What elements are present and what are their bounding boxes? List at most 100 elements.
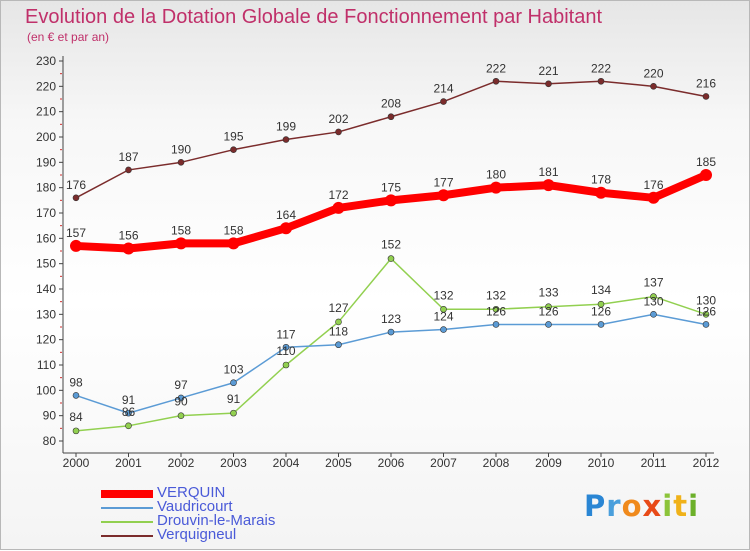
x-tick-label: 2007 <box>430 456 457 470</box>
legend-swatch <box>101 507 153 509</box>
data-point <box>597 321 605 328</box>
data-label: 222 <box>486 61 506 75</box>
data-label: 91 <box>122 393 136 407</box>
legend-label: Drouvin-le-Marais <box>157 512 276 529</box>
x-tick-label: 2008 <box>483 456 510 470</box>
y-tick-label: 150 <box>36 257 56 271</box>
data-point <box>335 318 342 326</box>
data-point <box>490 181 502 194</box>
data-label: 176 <box>66 178 86 192</box>
data-label: 158 <box>171 223 191 237</box>
data-label: 132 <box>433 288 453 302</box>
data-point <box>335 128 342 136</box>
data-point <box>125 166 132 174</box>
legend-label: Verquigneul <box>157 526 237 543</box>
legend-swatch <box>101 490 153 498</box>
data-label: 132 <box>486 288 506 302</box>
data-point <box>492 77 500 85</box>
data-point <box>387 328 395 336</box>
data-label: 180 <box>486 168 506 182</box>
data-point <box>440 98 447 105</box>
data-point <box>387 255 395 262</box>
data-point <box>230 146 237 153</box>
data-label: 134 <box>591 283 611 297</box>
data-point <box>72 194 80 202</box>
data-point <box>230 409 237 417</box>
y-tick-label: 140 <box>36 282 56 296</box>
data-point <box>125 422 132 430</box>
data-label: 195 <box>223 130 243 144</box>
chart-title: Evolution de la Dotation Globale de Fonc… <box>25 6 603 28</box>
x-tick-label: 2005 <box>325 456 352 470</box>
x-tick-label: 2011 <box>641 456 667 470</box>
data-label: 84 <box>69 410 83 424</box>
data-label: 214 <box>433 82 453 96</box>
data-label: 208 <box>381 97 401 111</box>
data-point <box>175 237 187 250</box>
data-label: 97 <box>174 378 188 392</box>
y-tick-label: 160 <box>36 231 56 245</box>
x-tick-label: 2009 <box>535 456 562 470</box>
y-tick-label: 130 <box>36 307 56 321</box>
data-point <box>702 311 710 318</box>
data-point <box>332 201 345 214</box>
y-tick-label: 230 <box>36 54 56 68</box>
x-tick-label: 2003 <box>220 456 247 470</box>
legend-label: VERQUIN <box>157 484 226 501</box>
data-point <box>597 300 605 308</box>
data-label: 221 <box>538 64 558 78</box>
data-point <box>282 343 290 351</box>
data-point <box>542 179 555 192</box>
data-label: 181 <box>538 165 558 179</box>
data-label: 124 <box>433 310 453 324</box>
y-tick-label: 100 <box>36 383 56 397</box>
x-tick-label: 2012 <box>693 456 720 470</box>
data-label: 156 <box>118 228 138 242</box>
data-label: 164 <box>276 208 296 222</box>
y-tick-label: 200 <box>36 130 56 144</box>
series-line <box>75 257 707 432</box>
data-point <box>597 77 605 85</box>
y-tick-label: 170 <box>36 206 56 220</box>
data-label: 86 <box>122 405 136 419</box>
x-tick-label: 2006 <box>378 456 405 470</box>
data-point <box>545 80 552 88</box>
data-label: 91 <box>227 392 241 406</box>
data-point <box>700 169 712 181</box>
data-point <box>702 93 710 100</box>
data-point <box>177 412 185 419</box>
data-label: 172 <box>328 188 348 202</box>
data-point <box>702 321 710 328</box>
data-point <box>545 303 552 311</box>
data-point <box>227 237 240 250</box>
data-label: 130 <box>643 294 663 308</box>
data-point <box>280 222 292 235</box>
data-point <box>72 427 80 435</box>
x-tick-label: 2001 <box>115 456 142 470</box>
data-label: 137 <box>643 276 663 290</box>
data-label: 110 <box>276 344 295 358</box>
y-tick-label: 210 <box>36 105 56 119</box>
data-point <box>492 305 500 313</box>
data-label: 220 <box>643 66 663 80</box>
data-label: 152 <box>381 238 401 252</box>
data-point <box>650 293 657 300</box>
data-label: 118 <box>329 325 348 339</box>
y-tick-label: 110 <box>37 358 56 372</box>
legend-swatch <box>101 521 153 523</box>
data-point <box>492 321 500 328</box>
data-label: 157 <box>66 226 86 240</box>
x-tick-label: 2002 <box>168 456 195 470</box>
data-point <box>177 394 185 402</box>
data-label: 123 <box>381 312 401 326</box>
data-point <box>650 83 657 90</box>
data-label: 158 <box>223 223 243 237</box>
data-label: 126 <box>538 304 558 318</box>
data-point <box>387 113 395 121</box>
data-point <box>70 239 82 252</box>
data-point <box>125 409 132 417</box>
data-point <box>282 136 290 143</box>
data-point <box>282 361 290 369</box>
